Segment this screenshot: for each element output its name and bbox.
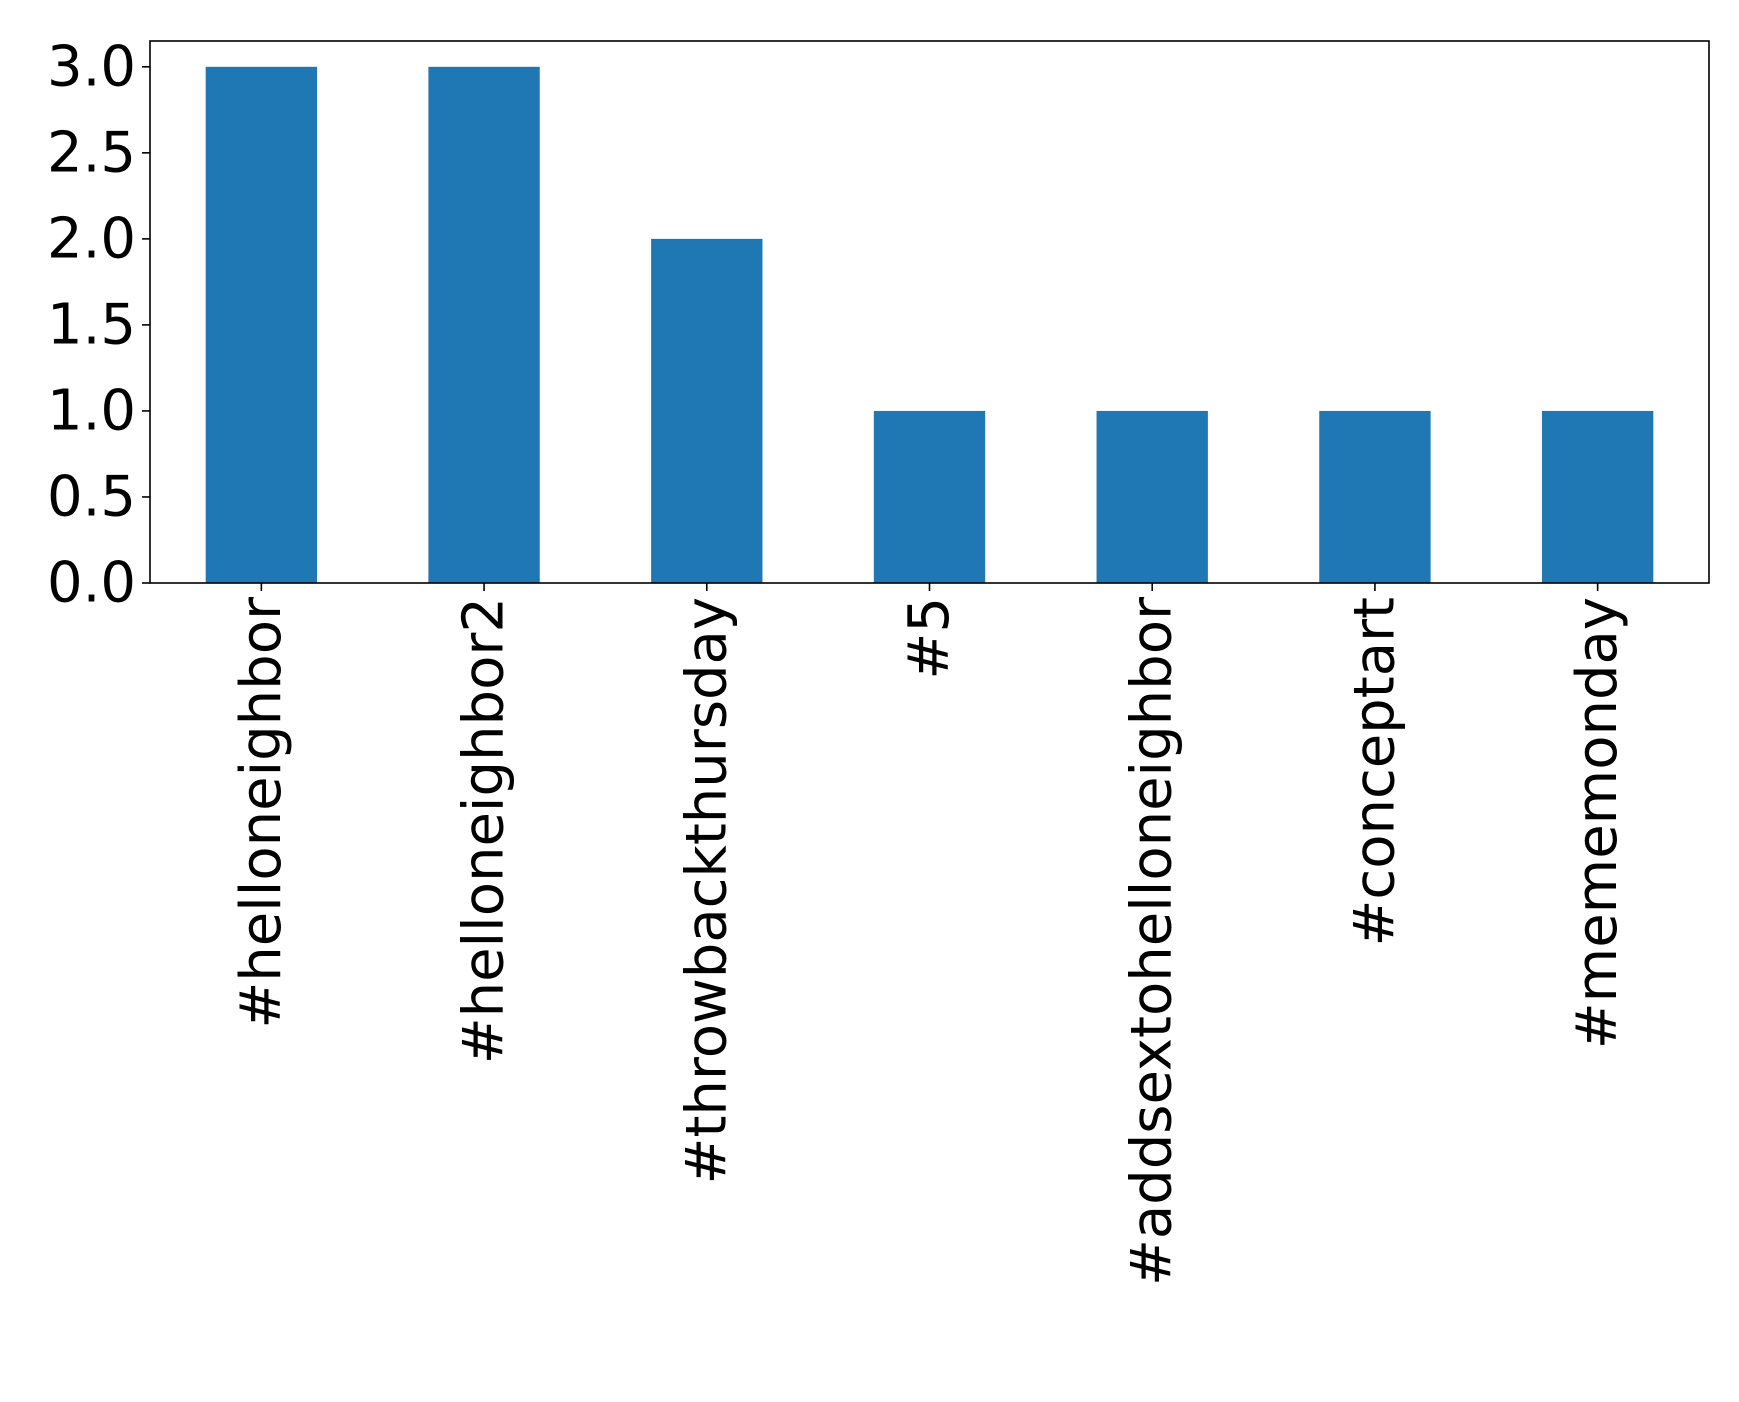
- bar: [1541, 410, 1654, 583]
- bar: [1096, 410, 1208, 583]
- y-tick-label: 0.0: [47, 551, 136, 616]
- bar: [205, 66, 318, 584]
- bars-layer: [205, 66, 1654, 584]
- bar: [651, 238, 763, 583]
- x-tick-label: #helloneighbor: [229, 596, 294, 1029]
- y-axis: 0.0 0.5 1.0 1.5 2.0 2.5 3.0: [47, 34, 150, 616]
- bar: [428, 66, 540, 584]
- x-tick-label: #5: [897, 597, 962, 680]
- x-tick-label: #throwbackthursday: [674, 597, 739, 1184]
- y-tick-label: 2.5: [47, 120, 136, 185]
- x-tick-label: #addsextohelloneighbor: [1120, 596, 1185, 1286]
- y-tick-label: 3.0: [47, 34, 136, 99]
- y-tick-label: 0.5: [47, 464, 136, 529]
- y-tick-label: 1.0: [47, 378, 136, 443]
- y-tick-label: 1.5: [47, 292, 136, 357]
- x-tick-label: #conceptart: [1342, 597, 1407, 947]
- y-tick-label: 2.0: [47, 206, 136, 271]
- bar: [1319, 410, 1431, 583]
- x-tick-label: #helloneighbor2: [452, 597, 517, 1064]
- x-tick-label: #mememonday: [1565, 597, 1630, 1049]
- bar: [873, 410, 986, 583]
- x-axis: #helloneighbor #helloneighbor2 #throwbackt…: [229, 583, 1630, 1286]
